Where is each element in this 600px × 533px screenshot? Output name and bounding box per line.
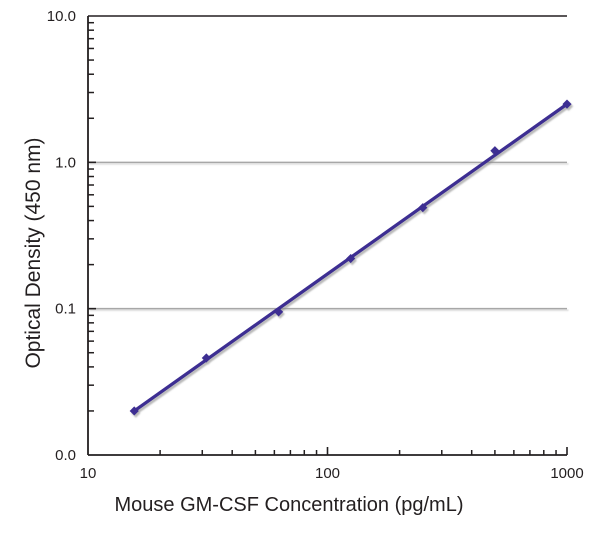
data-point-marker: [562, 99, 572, 109]
x-tick-label: 10: [80, 465, 97, 482]
gridlines-layer: [88, 161, 567, 310]
y-tick-label: 10.0: [47, 8, 76, 25]
y-axis-title: Optical Density (450 nm): [22, 137, 45, 368]
axes-layer: [87, 15, 567, 456]
data-point-marker: [201, 353, 211, 363]
data-point-marker: [418, 203, 428, 213]
data-point-marker: [129, 406, 139, 416]
series-layer: [129, 99, 572, 416]
y-tick-label: 0.1: [55, 301, 76, 318]
y-tick-label: 1.0: [55, 154, 76, 171]
x-tick-label: 100: [315, 465, 340, 482]
x-axis-title: Mouse GM-CSF Concentration (pg/mL): [114, 494, 463, 516]
x-tick-label: 1000: [550, 465, 583, 482]
data-point-marker: [346, 253, 356, 264]
data-point-marker: [490, 146, 500, 156]
ticks-layer: [88, 21, 568, 455]
y-tick-label: 0.0: [55, 447, 76, 464]
data-point-marker: [274, 307, 284, 317]
tick-labels-layer: 10 100 1000 10.0 1.0 0.1 0.0: [47, 8, 584, 482]
